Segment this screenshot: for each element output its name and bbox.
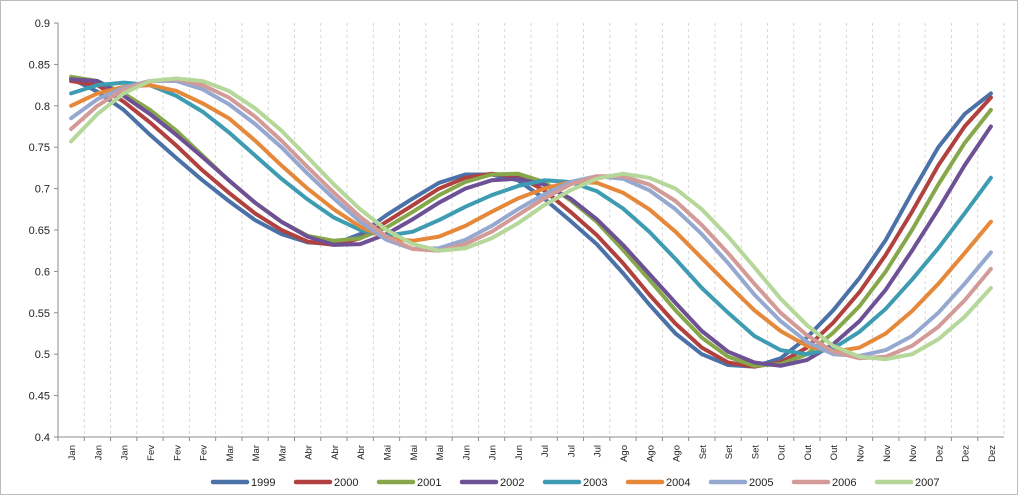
x-tick-label: Nov: [908, 445, 919, 462]
series-line-1999: [69, 76, 993, 369]
legend-label: 2007: [915, 477, 939, 489]
y-tick-label: 0.75: [29, 142, 50, 154]
x-tick-label: Ago: [645, 445, 656, 462]
legend-item-2001: 2001: [376, 477, 441, 489]
x-tick-label: Dez: [961, 445, 972, 462]
y-tick-label: 0.9: [35, 18, 50, 30]
x-tick-label: Set: [750, 445, 761, 460]
x-tick-label: Ago: [672, 445, 683, 462]
x-tick-label: Jan: [67, 445, 78, 460]
legend-label: 1999: [251, 477, 275, 489]
x-tick-label: Out: [829, 445, 840, 461]
legend-item-1999: 1999: [210, 477, 275, 489]
x-tick-label: Jun: [461, 445, 472, 460]
legend-item-2000: 2000: [293, 477, 358, 489]
x-tick-label: Jul: [540, 445, 551, 457]
legend-label: 2002: [500, 477, 524, 489]
y-tick-label: 0.85: [29, 59, 50, 71]
x-tick-label: Nov: [882, 445, 893, 462]
x-tick-label: Out: [777, 445, 788, 461]
axis-layer: 0.4 0.45 0.5 0.55 0.6 0.65 0.7 0.75 0.8 0.85 0.9 Ja…: [29, 18, 1004, 462]
x-tick-label: Jul: [566, 445, 577, 457]
x-tick-label: Set: [698, 445, 709, 460]
legend-item-2004: 2004: [625, 477, 690, 489]
series-layer: [69, 74, 993, 369]
x-tick-label: Out: [803, 445, 814, 461]
x-tick-label: Mai: [409, 445, 420, 460]
y-tick-label: 0.5: [35, 349, 50, 361]
x-tick-label: Fev: [199, 445, 210, 461]
x-tick-label: Ago: [619, 445, 630, 462]
y-tick-label: 0.4: [35, 432, 50, 444]
legend-item-2002: 2002: [459, 477, 524, 489]
x-tick-label: Dez: [934, 445, 945, 462]
legend-label: 2004: [666, 477, 690, 489]
y-tick-label: 0.45: [29, 391, 50, 403]
x-tick-label: Mar: [277, 445, 288, 461]
x-tick-label: Abr: [304, 445, 315, 460]
x-tick-label: Jan: [120, 445, 131, 460]
legend-label: 2006: [832, 477, 856, 489]
x-tick-label: Mai: [382, 445, 393, 460]
legend-item-2003: 2003: [542, 477, 607, 489]
x-tick-label: Nov: [855, 445, 866, 462]
y-tick-label: 0.6: [35, 266, 50, 278]
x-tick-label: Abr: [356, 445, 367, 460]
x-tick-label: Mar: [225, 445, 236, 461]
y-tick-label: 0.8: [35, 101, 50, 113]
y-tick-label: 0.55: [29, 308, 50, 320]
legend: 1999 2000 2001 2002 2003 2004 2005 2006 2007: [210, 477, 939, 489]
legend-item-2005: 2005: [708, 477, 773, 489]
x-tick-label: Set: [724, 445, 735, 460]
x-tick-label: Fev: [172, 445, 183, 461]
x-tick-label: Abr: [330, 445, 341, 460]
x-tick-label: Jan: [93, 445, 104, 460]
legend-label: 2001: [417, 477, 441, 489]
series-line-2006: [69, 77, 993, 361]
x-tick-label: Jul: [593, 445, 604, 457]
legend-label: 2003: [583, 477, 607, 489]
y-tick-label: 0.65: [29, 225, 50, 237]
x-tick-label: Mar: [251, 445, 262, 461]
legend-item-2006: 2006: [791, 477, 856, 489]
legend-label: 2000: [334, 477, 358, 489]
x-tick-label: Mai: [435, 445, 446, 460]
legend-label: 2005: [749, 477, 773, 489]
legend-item-2007: 2007: [874, 477, 939, 489]
x-tick-label: Jun: [514, 445, 525, 460]
x-tick-label: Jun: [488, 445, 499, 460]
y-tick-label: 0.7: [35, 184, 50, 196]
x-tick-label: Fev: [146, 445, 157, 461]
series-line-2007: [69, 76, 993, 362]
grid-layer: [83, 23, 1005, 437]
x-tick-label: Dez: [987, 445, 998, 462]
